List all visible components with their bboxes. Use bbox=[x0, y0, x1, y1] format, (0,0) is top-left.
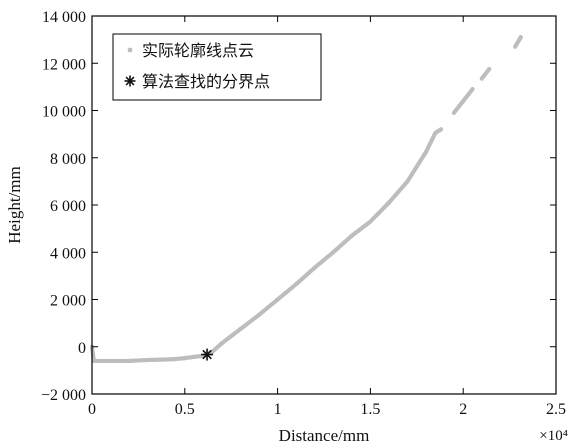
legend: 实际轮廓线点云 算法查找的分界点 bbox=[112, 33, 322, 101]
y-tick-label: 2 000 bbox=[50, 293, 86, 310]
y-axis-title: Height/mm bbox=[5, 166, 24, 243]
scatter-points-layer bbox=[89, 35, 523, 364]
x-tick-label: 2 bbox=[459, 401, 467, 418]
y-tick-label: −2 000 bbox=[41, 387, 86, 404]
legend-label-boundary-point: 算法查找的分界点 bbox=[142, 72, 270, 91]
boundary-point-marker bbox=[201, 348, 214, 361]
x-axis-title: Distance/mm bbox=[279, 426, 370, 445]
point-cloud-dot bbox=[518, 35, 523, 40]
y-tick-label: 4 000 bbox=[50, 245, 86, 262]
x-tick-label: 1 bbox=[274, 401, 282, 418]
point-cloud-dot bbox=[438, 127, 444, 132]
legend-asterisk bbox=[124, 75, 136, 87]
x-tick-label: 0.5 bbox=[175, 401, 195, 418]
y-tick-label: 10 000 bbox=[42, 104, 86, 121]
y-tick-label: 0 bbox=[78, 340, 86, 357]
legend-box bbox=[112, 33, 322, 101]
legend-marker-point-cloud bbox=[127, 47, 133, 53]
y-tick-label: 12 000 bbox=[42, 56, 86, 73]
x-axis-multiplier: ×10⁴ bbox=[539, 428, 568, 444]
x-tick-label: 1.5 bbox=[360, 401, 380, 418]
legend-marker-boundary-point bbox=[124, 75, 136, 87]
y-tick-label: 14 000 bbox=[42, 9, 86, 26]
y-tick-label: 8 000 bbox=[50, 151, 86, 168]
point-cloud-dot bbox=[487, 67, 492, 72]
legend-label-point-cloud: 实际轮廓线点云 bbox=[142, 42, 254, 60]
x-tick-label: 2.5 bbox=[546, 401, 566, 418]
point-cloud-dot bbox=[470, 87, 475, 92]
x-tick-label: 0 bbox=[88, 401, 96, 418]
boundary-marker-layer bbox=[201, 348, 214, 361]
y-tick-label: 6 000 bbox=[50, 198, 86, 215]
